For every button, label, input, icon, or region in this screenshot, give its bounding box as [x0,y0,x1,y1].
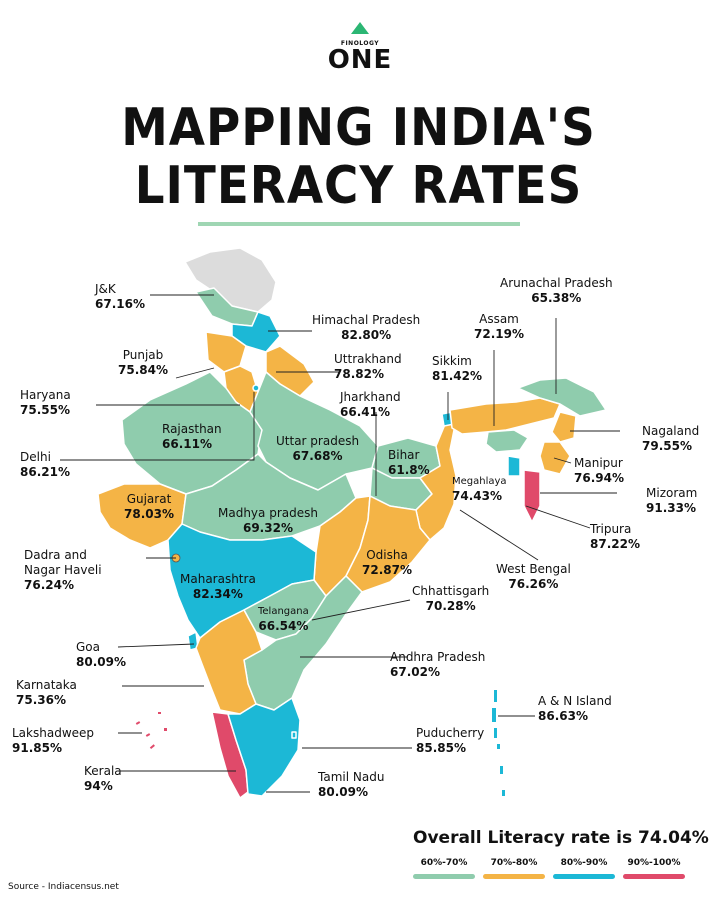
region-tamil-nadu [227,697,301,797]
label-an-island: A & N Island 86.63% [538,694,612,723]
label-lakshadweep: Lakshadweep 91.85% [12,726,95,755]
region-puducherry [291,731,297,739]
label-nagaland: Nagaland 79.55% [642,424,700,453]
label-telangana: Telangana 66.54% [258,606,309,633]
logo-brand-small: FINOLOGY [340,40,380,47]
region-tripura [507,455,521,477]
label-dadra: Dadra and Nagar Haveli 76.24% [24,548,102,592]
page-title-line2: LITERACY RATES [134,156,583,216]
legend-swatch-70-80 [483,874,545,879]
logo-mountain-icon [351,22,369,34]
legend-label-90-100: 90%-100% [627,858,681,868]
region-jk-grey [184,247,277,313]
label-bihar: Bihar 61.8% [388,448,430,477]
label-tripura: Tripura 87.22% [590,522,640,551]
legend-label-60-70: 60%-70% [420,858,468,868]
legend-swatch-80-90 [553,874,615,879]
region-mizoram [523,469,541,523]
label-delhi: Delhi 86.21% [20,450,70,479]
label-goa: Goa 80.09% [76,640,126,669]
label-chhattisgarh: Chhattisgarh 70.28% [412,584,490,613]
label-puducherry: Puducherry 85.85% [416,726,485,755]
region-arunachal [517,377,607,417]
region-west-bengal [415,419,457,541]
region-lakshadweep [135,712,167,750]
region-karnataka [195,609,263,715]
label-assam: Assam 72.19% [474,312,524,341]
region-meghalaya [485,429,529,453]
label-rajasthan: Rajasthan 66.11% [162,422,222,451]
label-himachal: Himachal Pradesh 82.80% [312,313,421,342]
label-punjab: Punjab 75.84% [118,348,168,377]
label-karnataka: Karnataka 75.36% [16,678,77,707]
label-manipur: Manipur 76.94% [574,456,624,485]
label-west-bengal: West Bengal 76.26% [496,562,571,591]
legend-swatch-90-100 [623,874,685,879]
label-jharkhand: Jharkhand 66.41% [340,390,401,419]
label-arunachal: Arunachal Pradesh 65.38% [500,276,613,305]
leader-lines [60,294,620,793]
label-meghalaya: Megahlaya 74.43% [452,476,507,503]
label-uttrakhand: Uttrakhand 78.82% [334,352,402,381]
label-uttar-pradesh: Uttar pradesh 67.68% [276,434,360,463]
logo-brand-main: ONE [327,45,393,75]
region-delhi [252,384,260,392]
label-odisha: Odisha 72.87% [362,548,412,577]
legend-swatch-60-70 [413,874,475,879]
label-tamil-nadu: Tamil Nadu 80.09% [318,770,385,799]
label-haryana: Haryana 75.55% [20,388,71,417]
label-andhra: Andhra Pradesh 67.02% [390,650,486,679]
region-nagaland [551,411,577,443]
overall-literacy-rate: Overall Literacy rate is 74.04% [413,828,709,848]
source-note: Source - Indiacensus.net [8,882,119,892]
region-odisha [345,495,431,593]
finology-one-logo: FINOLOGY ONE [310,20,410,73]
label-kerala: Kerala 94% [84,764,122,793]
region-assam [449,397,561,435]
legend-label-80-90: 80%-90% [560,858,608,868]
label-gujarat: Gujarat 78.03% [124,492,174,521]
label-jk: J&K 67.16% [95,282,145,311]
label-maharashtra: Maharashtra 82.34% [180,572,256,601]
region-an-islands [492,690,505,796]
legend-label-70-80: 70%-80% [490,858,538,868]
title-underline [198,222,520,226]
region-uttar-pradesh [249,371,379,491]
page-title-line1: MAPPING INDIA'S [121,98,596,158]
label-mizoram: Mizoram 91.33% [646,486,698,515]
label-sikkim: Sikkim 81.42% [432,354,482,383]
label-madhya-pradesh: Madhya pradesh 69.32% [218,506,318,535]
